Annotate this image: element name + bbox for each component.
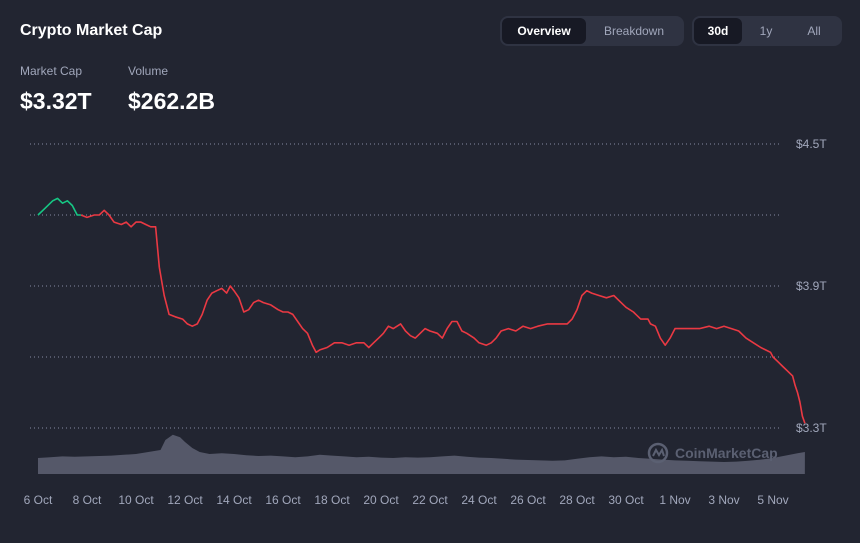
x-axis: 6 Oct 8 Oct 10 Oct 12 Oct 14 Oct 16 Oct 18 Oct… xyxy=(24,493,789,507)
x-tick-label: 24 Oct xyxy=(461,493,497,507)
x-tick-label: 18 Oct xyxy=(314,493,350,507)
tab-breakdown[interactable]: Breakdown xyxy=(603,24,665,38)
price-line-up xyxy=(37,197,81,216)
volume-area-path xyxy=(38,434,805,474)
price-line-down xyxy=(80,209,806,424)
range-1y-button[interactable]: 1y xyxy=(759,24,773,38)
market-cap-label: Market Cap xyxy=(20,64,83,78)
y-tick-label: $4.5T xyxy=(796,137,827,151)
x-tick-label: 1 Nov xyxy=(659,493,690,507)
x-tick-label: 28 Oct xyxy=(559,493,595,507)
x-tick-label: 30 Oct xyxy=(608,493,644,507)
range-30d-button[interactable]: 30d xyxy=(694,18,742,44)
x-tick-label: 16 Oct xyxy=(265,493,301,507)
volume-area xyxy=(38,434,805,474)
x-tick-label: 8 Oct xyxy=(73,493,102,507)
y-tick-label: $3.9T xyxy=(796,279,827,293)
x-tick-label: 22 Oct xyxy=(412,493,448,507)
grid-lines xyxy=(30,143,780,429)
view-toggle: Overview Breakdown xyxy=(500,16,684,46)
x-tick-label: 6 Oct xyxy=(24,493,53,507)
tab-overview[interactable]: Overview xyxy=(502,18,586,44)
page-title: Crypto Market Cap xyxy=(20,22,163,39)
volume-value: $262.2B xyxy=(128,88,215,114)
market-cap-value: $3.32T xyxy=(20,88,92,114)
watermark: CoinMarketCap xyxy=(647,442,778,464)
x-tick-label: 12 Oct xyxy=(167,493,203,507)
x-tick-label: 26 Oct xyxy=(510,493,546,507)
range-all-button[interactable]: All xyxy=(807,24,821,38)
volume-label: Volume xyxy=(128,64,169,78)
watermark-text: CoinMarketCap xyxy=(675,445,778,461)
y-tick-label: $3.3T xyxy=(796,421,827,435)
x-tick-label: 10 Oct xyxy=(118,493,154,507)
coinmarketcap-logo-icon xyxy=(647,442,669,464)
price-line xyxy=(37,197,806,424)
x-tick-label: 20 Oct xyxy=(363,493,399,507)
x-tick-label: 14 Oct xyxy=(216,493,252,507)
range-toggle: 30d 1y All xyxy=(692,16,842,46)
x-tick-label: 3 Nov xyxy=(708,493,739,507)
y-axis: $3.3T $3.9T $4.5T xyxy=(796,137,827,435)
x-tick-label: 5 Nov xyxy=(757,493,788,507)
